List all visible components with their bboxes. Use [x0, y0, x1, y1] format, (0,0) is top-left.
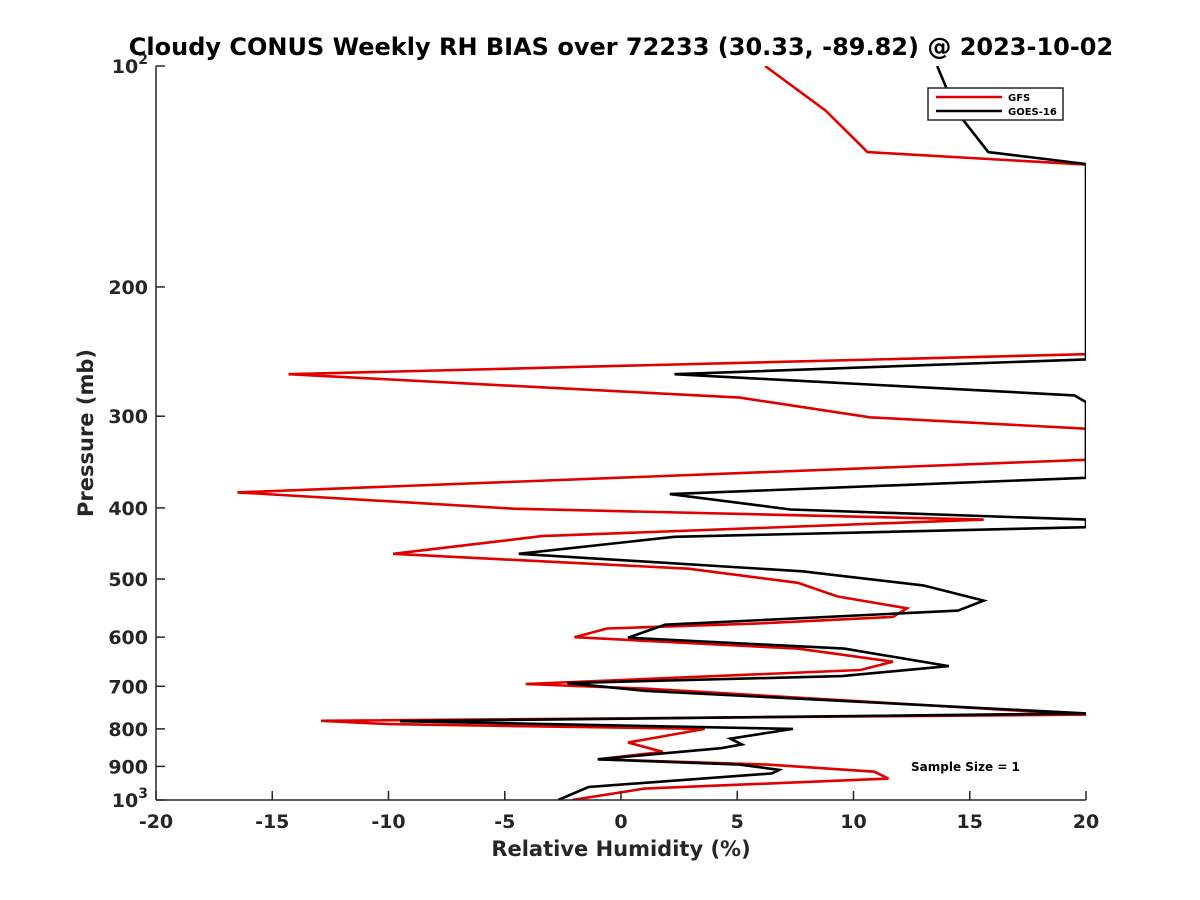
x-tick-label: 15: [957, 811, 983, 833]
y-tick-label: 102: [112, 52, 148, 78]
legend-label-goes16: GOES-16: [1008, 107, 1057, 118]
legend: GFS GOES-16: [927, 87, 1064, 121]
x-tick-label: 5: [731, 811, 744, 833]
y-ticks: 102 200 300 400 500 600 700 800 900 103: [108, 52, 165, 812]
x-tick-label: -15: [255, 811, 289, 833]
y-tick-label: 400: [108, 498, 148, 520]
y-axis-label: Pressure (mb): [74, 349, 98, 517]
y-tick-label: 600: [108, 627, 148, 649]
x-tick-label: 20: [1073, 811, 1099, 833]
y-tick-label: 300: [108, 406, 148, 428]
x-axis-label: Relative Humidity (%): [491, 837, 750, 861]
axes: [155, 66, 1086, 801]
y-tick-label: 900: [108, 756, 148, 778]
y-tick-label: 500: [108, 569, 148, 591]
x-tick-label: 0: [614, 811, 627, 833]
legend-label-gfs: GFS: [1008, 93, 1030, 104]
y-tick-label: 103: [112, 786, 148, 812]
y-tick-label: 800: [108, 719, 148, 741]
series-line-goes16: [400, 66, 1086, 800]
x-tick-label: 10: [840, 811, 866, 833]
x-tick-label: -20: [139, 811, 173, 833]
x-tick-label: -5: [494, 811, 515, 833]
y-tick-label: 700: [108, 676, 148, 698]
legend-box: [927, 87, 1064, 121]
sample-size-annotation: Sample Size = 1: [911, 760, 1020, 774]
x-ticks: -20 -15 -10 -5 0 5 10 15 20: [139, 791, 1099, 833]
series-line-gfs: [237, 66, 1086, 800]
series-layer: [237, 66, 1086, 800]
x-tick-label: -10: [371, 811, 405, 833]
chart-title: Cloudy CONUS Weekly RH BIAS over 72233 (…: [129, 33, 1113, 61]
y-tick-label: 200: [108, 277, 148, 299]
